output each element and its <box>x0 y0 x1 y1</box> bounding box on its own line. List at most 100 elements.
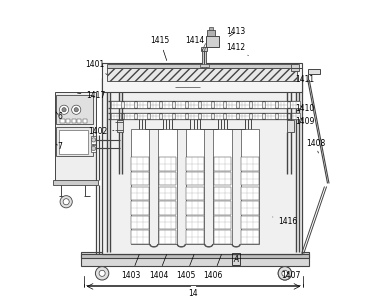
Bar <box>131 216 149 229</box>
Bar <box>163 101 172 108</box>
Bar <box>159 230 176 244</box>
Bar <box>188 101 198 108</box>
Bar <box>81 252 309 266</box>
Bar <box>241 201 259 215</box>
Bar <box>131 157 149 171</box>
Bar <box>209 27 213 30</box>
Bar <box>186 157 204 171</box>
Bar <box>188 113 198 119</box>
Circle shape <box>99 270 105 276</box>
Bar <box>175 101 185 108</box>
Bar <box>287 120 294 132</box>
Bar <box>308 69 320 74</box>
Bar <box>55 92 96 184</box>
Bar <box>111 113 121 119</box>
Bar <box>213 129 231 244</box>
Bar <box>214 101 223 108</box>
Bar <box>72 119 76 122</box>
Bar <box>159 201 176 215</box>
Text: 1406: 1406 <box>204 255 223 280</box>
Bar <box>241 172 259 185</box>
Bar <box>226 101 236 108</box>
Bar <box>239 101 249 108</box>
Circle shape <box>60 196 72 208</box>
Bar <box>290 113 300 119</box>
Text: 1417: 1417 <box>77 91 106 100</box>
Bar <box>252 101 262 108</box>
Text: 1409: 1409 <box>295 117 314 125</box>
Bar <box>186 216 204 229</box>
Text: 1415: 1415 <box>151 36 170 61</box>
Bar <box>214 201 231 215</box>
Bar <box>102 63 301 92</box>
Bar <box>186 230 204 244</box>
Bar <box>137 101 147 108</box>
Bar <box>214 113 223 119</box>
Bar <box>175 113 185 119</box>
Bar <box>131 230 149 244</box>
Text: 1405: 1405 <box>176 255 195 280</box>
Bar <box>159 157 176 171</box>
Bar <box>201 101 211 108</box>
Text: 1410: 1410 <box>295 104 314 113</box>
Text: 1413: 1413 <box>226 27 246 36</box>
Bar <box>158 129 177 244</box>
Bar <box>265 113 274 119</box>
Text: 1411: 1411 <box>295 75 314 84</box>
Bar <box>83 119 87 122</box>
Bar <box>159 172 176 185</box>
Bar <box>201 47 207 51</box>
Bar <box>214 230 231 244</box>
Bar <box>124 101 134 108</box>
Bar <box>102 78 301 254</box>
Text: 1402: 1402 <box>88 127 114 136</box>
Bar <box>57 95 93 124</box>
Circle shape <box>91 146 96 151</box>
Bar <box>241 230 259 244</box>
Bar <box>131 187 149 200</box>
Bar <box>239 113 249 119</box>
Bar <box>81 254 309 258</box>
Bar <box>91 145 96 152</box>
Bar <box>252 113 262 119</box>
Bar <box>226 113 236 119</box>
Bar <box>131 129 149 244</box>
Bar <box>150 113 159 119</box>
Text: 1407: 1407 <box>281 271 301 280</box>
Bar <box>117 120 123 132</box>
Bar <box>207 30 215 36</box>
Bar <box>124 113 134 119</box>
Circle shape <box>74 108 78 112</box>
Bar <box>241 157 259 171</box>
Text: 14: 14 <box>189 289 198 298</box>
Bar <box>186 172 204 185</box>
Text: 1414: 1414 <box>185 36 205 50</box>
Bar <box>186 187 204 200</box>
Bar <box>291 64 299 71</box>
Bar <box>131 172 149 185</box>
Bar <box>53 180 98 185</box>
Bar <box>131 201 149 215</box>
Circle shape <box>278 267 291 280</box>
Bar <box>202 51 205 68</box>
Bar <box>277 113 287 119</box>
Bar <box>265 101 274 108</box>
Bar <box>241 129 259 244</box>
Bar <box>200 64 209 67</box>
Bar <box>214 157 231 171</box>
Bar <box>290 101 300 108</box>
Circle shape <box>62 108 66 112</box>
Bar <box>159 216 176 229</box>
Circle shape <box>96 267 109 280</box>
Bar <box>111 101 121 108</box>
Text: 1416: 1416 <box>273 217 298 226</box>
Bar <box>66 119 70 122</box>
Circle shape <box>91 138 96 142</box>
Bar <box>77 119 81 122</box>
Bar <box>107 68 297 81</box>
Bar <box>214 172 231 185</box>
Bar <box>137 113 147 119</box>
Circle shape <box>282 270 288 276</box>
Text: 7: 7 <box>57 142 62 151</box>
Bar <box>91 136 96 144</box>
